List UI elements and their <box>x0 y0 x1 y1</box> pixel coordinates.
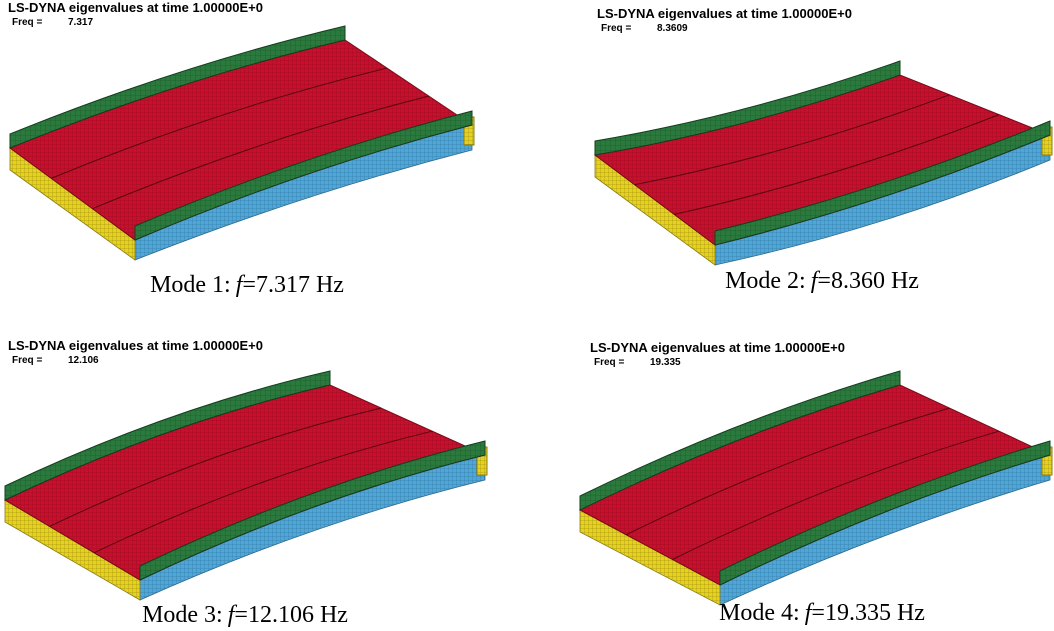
caption-prefix: Mode 4: <box>719 600 800 626</box>
freq-value: 7.317 <box>68 17 93 28</box>
bridge-model <box>5 371 487 600</box>
header: LS-DYNA eigenvalues at time 1.00000E+0 <box>8 0 263 15</box>
caption-suffix: =19.335 Hz <box>811 600 925 626</box>
freq-value: 8.3609 <box>657 23 688 34</box>
header: LS-DYNA eigenvalues at time 1.00000E+0 <box>8 338 263 353</box>
caption: Mode 1:f=7.317 Hz <box>150 272 344 298</box>
caption-prefix: Mode 2: <box>725 268 806 294</box>
models <box>5 26 1052 605</box>
bridge-model <box>595 61 1052 265</box>
header: LS-DYNA eigenvalues at time 1.00000E+0 <box>597 6 852 21</box>
bridge-model <box>580 371 1052 605</box>
freq-value: 12.106 <box>68 355 99 366</box>
freq-label: Freq = <box>12 17 42 28</box>
freq-value: 19.335 <box>650 357 681 368</box>
caption-prefix: Mode 1: <box>150 272 231 298</box>
caption-prefix: Mode 3: <box>142 602 223 628</box>
bridge-model <box>10 26 474 260</box>
caption-suffix: =8.360 Hz <box>817 268 919 294</box>
caption-suffix: =12.106 Hz <box>234 602 348 628</box>
freq-label: Freq = <box>601 23 631 34</box>
caption: Mode 3:f=12.106 Hz <box>142 602 348 628</box>
caption-suffix: =7.317 Hz <box>242 272 344 298</box>
header: LS-DYNA eigenvalues at time 1.00000E+0 <box>590 340 845 355</box>
figure: LS-DYNA eigenvalues at time 1.00000E+0 Fr… <box>0 0 1054 631</box>
freq-label: Freq = <box>594 357 624 368</box>
freq-label: Freq = <box>12 355 42 366</box>
caption: Mode 4:f=19.335 Hz <box>719 600 925 626</box>
caption: Mode 2:f=8.360 Hz <box>725 268 919 294</box>
